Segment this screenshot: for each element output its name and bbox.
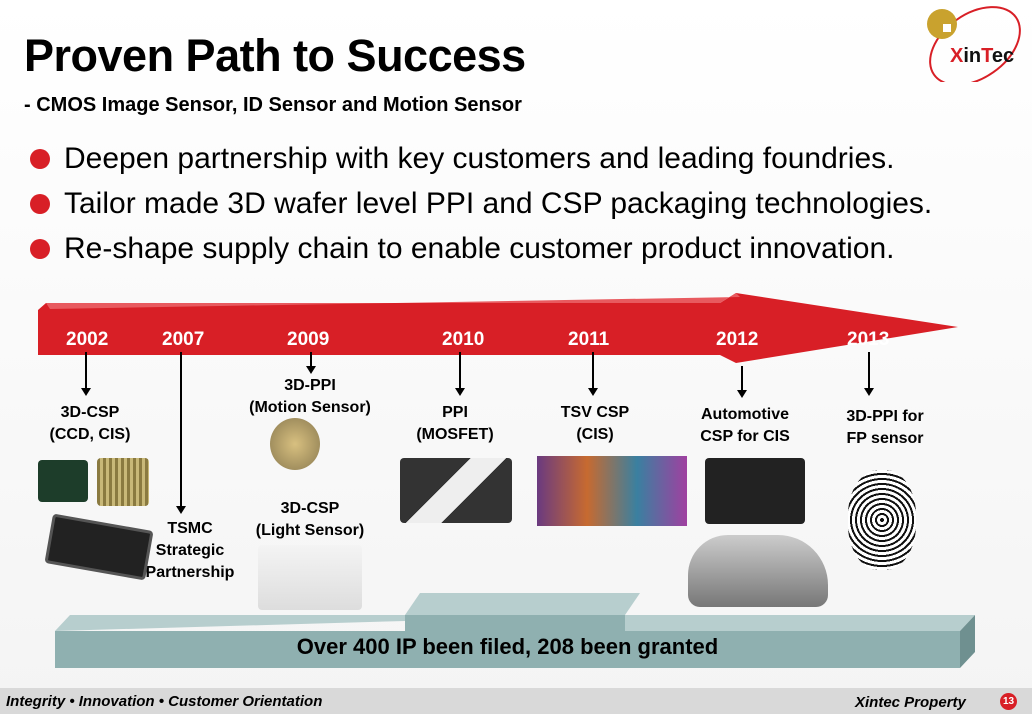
pointer-arrow [81,352,91,396]
year-label: 2002 [66,329,109,350]
wafer-image [537,456,687,526]
milestone-3dcsp-2002: 3D-CSP (CCD, CIS) [49,404,131,443]
sensor-chip-image [38,460,88,502]
slide-title: Proven Path to Success [24,30,526,81]
bullet-text: Re-shape supply chain to enable customer… [64,232,895,265]
pointer-arrow [306,352,316,374]
bullet-text: Tailor made 3D wafer level PPI and CSP p… [64,187,933,220]
xintec-logo: XinTec [920,4,1030,86]
timeline-arrow [38,293,958,363]
svg-text:XinTec: XinTec [950,45,1014,67]
bullet-item: Deepen partnership with key customers an… [30,142,894,176]
gyroscope-image [270,418,320,470]
bullet-item: Re-shape supply chain to enable customer… [30,232,895,266]
milestone-tsv-csp: TSV CSP (CIS) [560,404,630,443]
milestone-3dcsp-light: 3D-CSP (Light Sensor) [255,500,365,539]
pointer-arrow [455,352,465,396]
bullet-item: Tailor made 3D wafer level PPI and CSP p… [30,187,932,221]
ip-text: Over 400 IP been filed, 208 been granted [296,634,719,659]
year-label: 2012 [716,329,759,350]
year-label: 2013 [847,329,890,350]
year-label: 2010 [442,329,485,350]
ip-base-platform [55,593,975,668]
fingerprint-image [848,470,916,570]
page-number: 13 [1000,693,1017,710]
footer-property: Xintec Property [855,694,966,711]
milestone-fp-sensor: 3D-PPI for FP sensor [846,408,924,447]
car-image [688,535,828,607]
pointer-arrow [737,366,747,398]
footer-motto: Integrity • Innovation • Customer Orient… [6,693,323,710]
year-label: 2009 [287,329,330,350]
bga-chip-image [97,458,149,506]
car-camera-image [705,458,805,524]
pointer-arrow [176,352,186,514]
year-label: 2007 [162,329,205,350]
milestone-automotive: Automotive CSP for CIS [700,406,790,445]
bullet-icon [30,149,50,169]
pointer-arrow [588,352,598,396]
pointer-arrow [864,352,874,396]
light-sensor-image [258,545,362,610]
milestone-ppi-mosfet: PPI (MOSFET) [416,404,494,443]
mosfet-image [400,458,512,523]
slide-subtitle: - CMOS Image Sensor, ID Sensor and Motio… [24,94,522,116]
milestone-3dppi-motion: 3D-PPI (Motion Sensor) [249,377,371,416]
milestone-tsmc: TSMC Strategic Partnership [145,520,235,581]
year-label: 2011 [568,329,610,350]
bullet-text: Deepen partnership with key customers an… [64,142,895,175]
bullet-icon [30,239,50,259]
bullet-icon [30,194,50,214]
footer: Integrity • Innovation • Customer Orient… [0,688,1032,714]
logo-mark-icon: XinTec [927,6,1021,86]
